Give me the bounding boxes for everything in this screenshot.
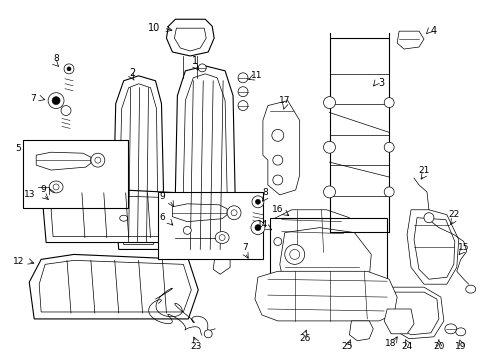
Polygon shape [384, 309, 413, 334]
Polygon shape [114, 76, 163, 249]
Polygon shape [36, 152, 91, 170]
Ellipse shape [49, 181, 63, 193]
Ellipse shape [384, 98, 393, 108]
Polygon shape [413, 218, 454, 279]
Polygon shape [213, 255, 230, 274]
Ellipse shape [91, 153, 104, 167]
Polygon shape [120, 84, 157, 244]
Ellipse shape [120, 215, 127, 221]
Ellipse shape [52, 96, 60, 105]
Polygon shape [51, 195, 182, 237]
Ellipse shape [271, 129, 283, 141]
Ellipse shape [254, 225, 261, 231]
Polygon shape [172, 204, 226, 222]
Polygon shape [406, 210, 458, 284]
Ellipse shape [219, 235, 224, 240]
Text: 10: 10 [148, 23, 161, 33]
Ellipse shape [323, 96, 335, 109]
Ellipse shape [284, 244, 304, 264]
Text: 8: 8 [262, 188, 267, 197]
Ellipse shape [198, 64, 206, 72]
Text: 22: 22 [447, 210, 459, 219]
Text: 9: 9 [40, 185, 46, 194]
Polygon shape [349, 321, 372, 341]
Text: 16: 16 [271, 205, 283, 214]
Polygon shape [43, 188, 188, 243]
Text: 5: 5 [16, 144, 21, 153]
Ellipse shape [204, 330, 212, 338]
Ellipse shape [273, 238, 281, 246]
Ellipse shape [444, 324, 456, 334]
Text: 15: 15 [457, 243, 468, 252]
Polygon shape [279, 228, 370, 297]
Polygon shape [390, 292, 438, 335]
Ellipse shape [272, 155, 282, 165]
Text: 6: 6 [159, 213, 165, 222]
Polygon shape [174, 28, 206, 51]
Text: 7: 7 [242, 243, 247, 252]
Ellipse shape [95, 157, 101, 163]
Ellipse shape [250, 221, 264, 235]
Ellipse shape [53, 184, 59, 190]
Ellipse shape [255, 199, 260, 204]
Text: 13: 13 [23, 190, 35, 199]
Polygon shape [396, 31, 423, 49]
Bar [23, 140, 127, 208]
Text: 4: 4 [430, 26, 436, 36]
Ellipse shape [238, 87, 247, 96]
Ellipse shape [323, 141, 335, 153]
Text: 12: 12 [13, 257, 24, 266]
Polygon shape [254, 271, 396, 321]
Text: 11: 11 [251, 71, 262, 80]
Polygon shape [175, 66, 235, 260]
Ellipse shape [48, 93, 64, 109]
Ellipse shape [423, 213, 433, 223]
Polygon shape [39, 260, 191, 312]
Ellipse shape [231, 210, 237, 216]
Text: 19: 19 [454, 342, 466, 351]
Ellipse shape [215, 231, 228, 243]
Ellipse shape [67, 67, 71, 71]
Text: 8: 8 [53, 54, 59, 63]
Polygon shape [385, 287, 443, 339]
Polygon shape [271, 210, 351, 255]
Text: 24: 24 [401, 342, 412, 351]
Text: 20: 20 [432, 342, 444, 351]
Ellipse shape [61, 105, 71, 116]
Polygon shape [183, 74, 226, 255]
Ellipse shape [226, 206, 241, 220]
Text: 7: 7 [30, 94, 36, 103]
Text: 26: 26 [298, 334, 310, 343]
Ellipse shape [323, 186, 335, 198]
Ellipse shape [465, 285, 475, 293]
Ellipse shape [64, 64, 74, 74]
Text: 3: 3 [377, 78, 384, 88]
Polygon shape [263, 100, 299, 195]
Ellipse shape [384, 187, 393, 197]
Ellipse shape [384, 142, 393, 152]
Ellipse shape [183, 226, 191, 234]
Ellipse shape [289, 249, 299, 260]
Text: 18: 18 [385, 339, 396, 348]
Text: 17: 17 [279, 96, 290, 105]
Text: 14: 14 [257, 220, 268, 229]
Ellipse shape [272, 175, 282, 185]
Text: 9: 9 [159, 192, 165, 201]
Text: 21: 21 [417, 166, 429, 175]
Text: 2: 2 [129, 68, 136, 78]
Ellipse shape [251, 196, 264, 208]
Text: 1: 1 [192, 56, 198, 66]
Polygon shape [29, 255, 198, 319]
Polygon shape [166, 19, 214, 56]
Ellipse shape [455, 328, 465, 336]
Ellipse shape [238, 73, 247, 83]
Bar [158, 192, 263, 260]
Ellipse shape [238, 100, 247, 111]
Text: 23: 23 [190, 342, 202, 351]
Bar [269, 218, 386, 305]
Text: 25: 25 [341, 342, 352, 351]
